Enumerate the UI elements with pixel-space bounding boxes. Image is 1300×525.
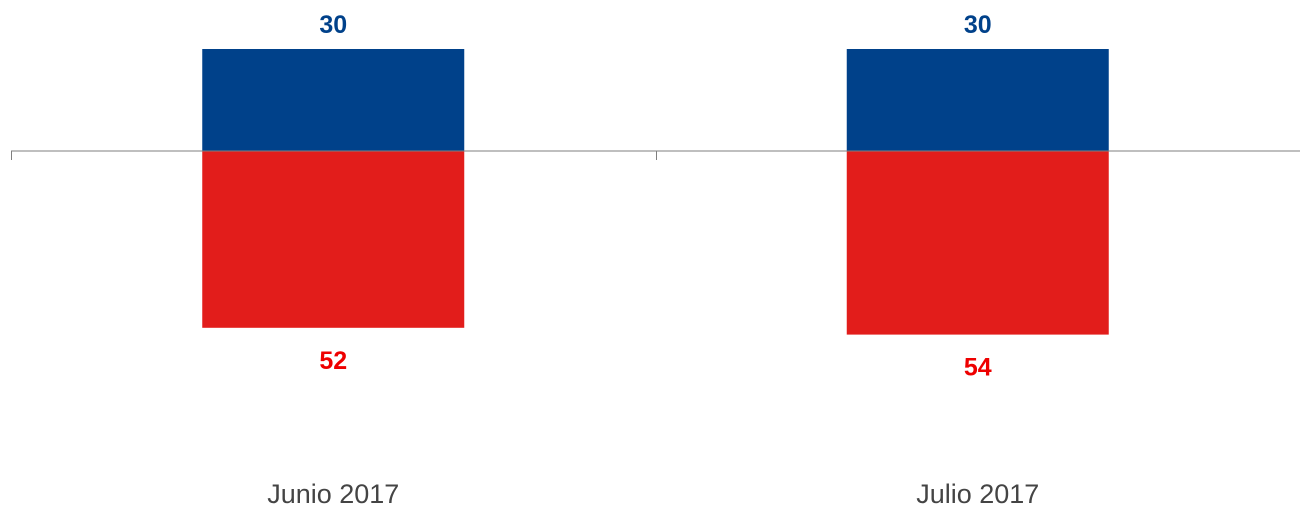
data-label-positive-1: 30 xyxy=(964,11,992,39)
axis-layer xyxy=(11,150,1300,160)
data-label-negative-0: 52 xyxy=(319,347,347,375)
bar-negative-1 xyxy=(846,151,1109,335)
bar-negative-0 xyxy=(202,151,465,328)
data-label-negative-1: 54 xyxy=(964,354,992,382)
bar-positive-1 xyxy=(846,49,1109,151)
bars-layer xyxy=(202,49,1109,335)
data-label-positive-0: 30 xyxy=(319,11,347,39)
bar-positive-0 xyxy=(202,49,465,151)
labels-layer: 30 52 Junio 2017 30 54 Julio 2017 xyxy=(267,11,1039,509)
category-label-0: Junio 2017 xyxy=(267,479,399,509)
category-label-1: Julio 2017 xyxy=(916,479,1039,509)
